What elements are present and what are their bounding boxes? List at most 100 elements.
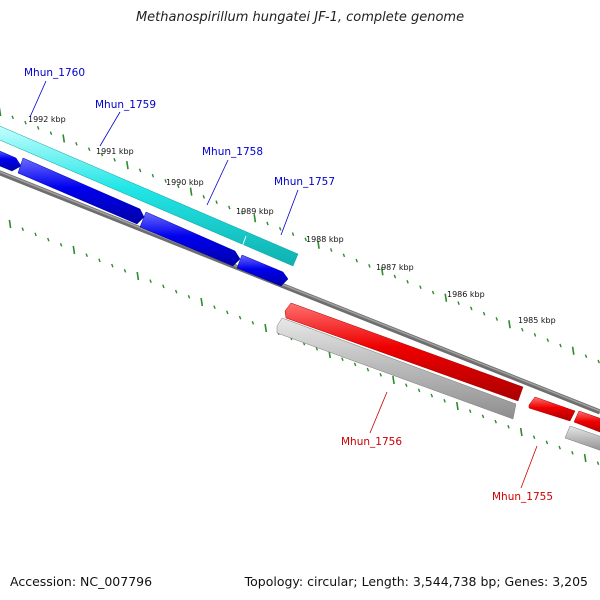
cds-arrow-mhun-1756[interactable] [284,302,524,402]
ruler-minor-tick [431,290,435,295]
ruler-minor-tick [545,440,549,445]
ruler-upper-track [0,107,600,364]
ruler-major-tick [8,219,12,229]
ruler-minor-tick [406,279,409,284]
ruler-label: 1986 kbp [447,290,485,299]
ruler-label: 1992 kbp [28,115,66,124]
ruler-minor-tick [138,168,142,173]
forward-gene-divider [241,235,247,248]
gene-label-leader [29,80,47,118]
ruler-minor-tick [111,263,114,268]
ruler-minor-tick [468,409,472,414]
gene-label-mhun-1757[interactable]: Mhun_1757 [274,176,335,188]
ruler-minor-tick [405,383,408,388]
ruler-major-tick [126,160,129,170]
ruler-minor-tick [507,424,510,429]
ruler-minor-tick [24,120,27,125]
ruler-minor-tick [164,179,167,183]
ruler-minor-tick [47,237,50,242]
ruler-minor-tick [417,388,421,393]
reverse-gene-bar[interactable] [276,317,517,420]
ruler-minor-tick [34,232,37,237]
ruler-minor-tick [251,320,255,325]
ruler-minor-tick [342,253,346,258]
ruler-minor-tick [546,338,550,343]
ruler-minor-tick [278,226,282,231]
ruler-minor-tick [597,359,600,364]
ruler-minor-tick [238,315,242,320]
gene-label-mhun-1760[interactable]: Mhun_1760 [24,67,85,79]
ruler-major-tick [380,267,384,276]
ruler-minor-tick [366,367,370,372]
ruler-minor-tick [149,279,152,284]
ruler-minor-tick [162,284,165,289]
map-title: Methanospirillum hungatei JF-1, complete… [135,10,465,25]
ruler-minor-tick [266,221,269,226]
ruler-minor-tick [329,248,333,252]
ruler-minor-tick [368,264,371,268]
ruler-minor-tick [240,210,244,215]
ruler-minor-tick [151,173,155,178]
ruler-minor-tick [87,147,91,152]
ruler-major-tick [189,187,193,196]
ruler-minor-tick [304,237,307,242]
ruler-minor-tick [419,285,422,290]
ruler-major-tick [317,240,320,249]
ruler-minor-tick [100,152,104,157]
ruler-minor-tick [443,398,446,403]
ruler-minor-tick [187,294,191,299]
gene-label-leader [280,189,299,236]
ruler-major-tick [264,323,268,333]
ruler-minor-tick [532,435,536,440]
accession-label: Accession: NC_007796 [10,574,153,589]
ruler-minor-tick [11,115,14,120]
ruler-minor-tick [174,289,178,294]
ruler-major-tick [253,214,257,223]
ruler-minor-tick [481,414,485,419]
ruler-major-tick [583,453,587,463]
cds-arrow-mhun-1757[interactable] [236,254,289,287]
gene-label-mhun-1758[interactable]: Mhun_1758 [202,146,263,158]
cds-arrow-next[interactable] [573,410,600,434]
gene-label-leader [369,391,388,434]
ruler-major-tick [392,375,395,385]
reverse-gene-bar-next[interactable] [564,425,600,452]
cds-arrow-mhun-1758[interactable] [139,211,241,267]
ruler-minor-tick [315,346,319,351]
ruler-minor-tick [430,393,434,398]
ruler-minor-tick [21,227,25,232]
ruler-label: 1985 kbp [518,316,556,325]
cds-arrow-mhun-1760[interactable] [0,149,22,172]
forward-gene-bar[interactable] [0,124,299,267]
ruler-minor-tick [341,357,344,362]
ruler-minor-tick [596,461,600,466]
genome-backbone [0,170,600,415]
gene-label-mhun-1759[interactable]: Mhun_1759 [95,99,156,111]
gene-label-mhun-1755[interactable]: Mhun_1755 [492,491,553,503]
ruler-minor-tick [226,310,229,315]
ruler-minor-tick [213,305,216,310]
ruler-major-tick [571,346,575,355]
ruler-label: 1989 kbp [236,207,274,216]
ruler-minor-tick [113,157,116,162]
ruler-minor-tick [393,274,397,279]
ruler-minor-tick [123,268,127,273]
ruler-major-tick [519,427,523,437]
ruler-major-tick [136,271,140,281]
ruler-minor-tick [584,354,588,359]
ruler-major-tick [508,320,511,329]
ruler-minor-tick [457,301,460,305]
gene-label-mhun-1756[interactable]: Mhun_1756 [341,436,402,448]
ruler-minor-tick [353,362,357,367]
ruler-minor-tick [558,445,561,450]
gene-label-leader [206,159,229,206]
gene-label-leader [99,111,121,147]
cds-arrow-mhun-1759[interactable] [17,157,145,225]
ruler-minor-tick [85,253,88,258]
ruler-label: 1987 kbp [376,263,414,272]
ruler-major-tick [444,293,448,302]
cds-arrow-mhun-1755[interactable] [528,396,576,422]
genome-backbone-highlight [0,171,600,412]
ruler-major-tick [200,297,204,307]
